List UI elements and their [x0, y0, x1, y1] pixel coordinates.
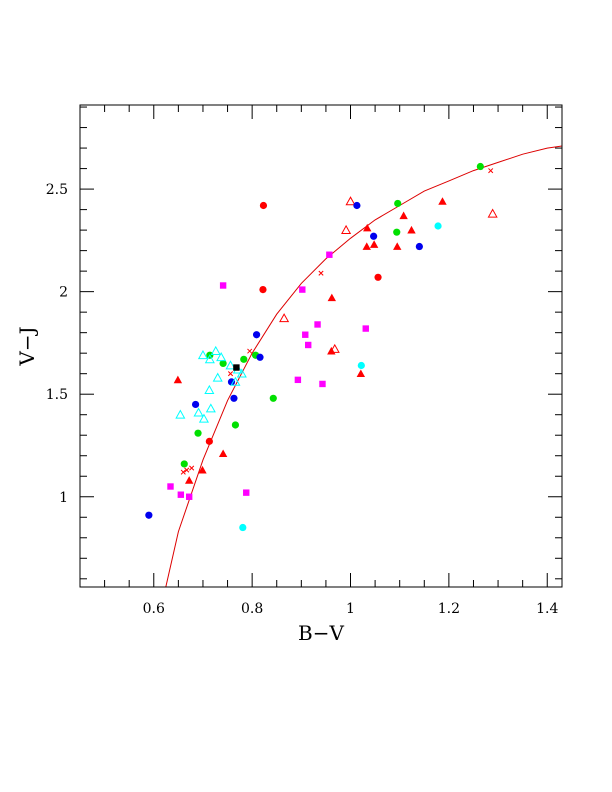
green-circle-filled-point [476, 162, 484, 171]
magenta-square-filled-point [185, 493, 193, 500]
y-tick-label: 2.5 [46, 182, 68, 198]
green-circle-filled-point [269, 394, 277, 402]
green-circle-filled-point [393, 228, 401, 236]
green-circle-filled-point [240, 355, 248, 363]
magenta-square-filled-point [243, 489, 250, 496]
red-triangle-filled-point [363, 223, 372, 232]
x-tick-label: 1.2 [438, 601, 460, 617]
red-cross-point [488, 168, 494, 174]
blue-circle-filled-point [353, 201, 361, 210]
red-triangle-filled-point [173, 375, 183, 384]
blue-circle-filled-point [145, 511, 153, 519]
y-axis-label: V−J [15, 326, 39, 366]
red-cross-point [247, 348, 253, 354]
magenta-square-filled-point [302, 331, 309, 338]
plot-frame [79, 104, 563, 588]
red-triangle-filled-point [393, 242, 402, 250]
x-axis-label: B−V [298, 621, 344, 645]
magenta-square-filled-point [299, 286, 306, 293]
red-triangle-open-point [329, 343, 340, 353]
cyan-triangle-open-point [204, 354, 215, 364]
black-square-filled-point [233, 364, 240, 371]
red-triangle-filled-point [362, 242, 371, 250]
green-circle-filled-point [231, 421, 240, 429]
magenta-square-filled-point [305, 341, 312, 349]
x-tick-label: 0.8 [241, 601, 263, 617]
red-cross-point [227, 371, 234, 377]
magenta-square-filled-point [167, 483, 174, 490]
cyan-triangle-open-point [205, 403, 216, 413]
red-circle-filled-point [205, 437, 213, 445]
blue-circle-filled-point [230, 394, 238, 402]
blue-circle-filled-point [370, 232, 378, 240]
blue-circle-filled-point [256, 353, 264, 361]
cyan-triangle-open-point [236, 368, 247, 378]
red-circle-filled-point [259, 201, 268, 210]
red-triangle-filled-point [198, 465, 207, 474]
red-triangle-filled-point [327, 293, 337, 302]
red-triangle-open-point [279, 313, 290, 323]
magenta-square-filled-point [326, 251, 333, 258]
magenta-square-filled-point [177, 491, 185, 498]
magenta-square-filled-point [314, 321, 321, 328]
x-tick-label: 1.4 [536, 601, 558, 617]
cyan-circle-filled-point [357, 361, 365, 370]
red-cross-point [189, 465, 195, 471]
magenta-square-filled-point [219, 282, 227, 289]
cyan-triangle-open-point [210, 345, 221, 355]
cyan-circle-filled-point [434, 222, 442, 230]
cyan-circle-filled-point [239, 523, 247, 532]
cyan-triangle-open-point [230, 376, 241, 386]
y-tick-label: 2 [59, 285, 68, 301]
cyan-triangle-open-point [175, 409, 186, 419]
cyan-triangle-open-point [197, 350, 209, 360]
cyan-triangle-open-point [198, 413, 209, 423]
blue-circle-filled-point [227, 378, 236, 386]
red-triangle-filled-point [218, 449, 228, 458]
x-tick-label: 0.6 [143, 601, 165, 617]
red-triangle-open-point [341, 224, 352, 234]
magenta-square-filled-point [362, 325, 369, 332]
green-circle-filled-point [180, 460, 188, 468]
red-triangle-open-point [487, 208, 498, 218]
blue-circle-filled-point [252, 331, 261, 339]
y-tick-label: 1.5 [46, 387, 68, 403]
red-cross-point [180, 469, 186, 475]
green-circle-filled-point [219, 359, 227, 368]
cyan-triangle-open-point [225, 360, 236, 370]
red-triangle-filled-point [356, 369, 366, 378]
green-circle-filled-point [394, 199, 402, 208]
magenta-square-filled-point [294, 376, 302, 384]
red-triangle-filled-point [399, 211, 408, 220]
x-tick-label: 1 [346, 601, 355, 617]
cyan-triangle-open-point [204, 384, 215, 394]
red-triangle-filled-point [369, 240, 379, 248]
blue-circle-filled-point [191, 400, 200, 409]
red-triangle-filled-point [184, 476, 194, 484]
red-triangle-open-point [345, 196, 356, 206]
fit-curve [165, 145, 562, 587]
cyan-triangle-open-point [193, 407, 204, 417]
red-circle-filled-point [374, 273, 382, 281]
red-triangle-filled-point [438, 197, 447, 205]
green-circle-filled-point [194, 429, 202, 437]
cyan-triangle-open-point [212, 372, 223, 382]
red-cross-point [318, 270, 324, 276]
red-cross-point [184, 467, 190, 473]
cyan-triangle-open-point [216, 352, 227, 362]
blue-circle-filled-point [415, 242, 423, 251]
y-tick-label: 1 [59, 490, 68, 506]
red-circle-filled-point [259, 285, 267, 294]
red-triangle-filled-point [407, 225, 416, 234]
magenta-square-filled-point [319, 380, 326, 388]
